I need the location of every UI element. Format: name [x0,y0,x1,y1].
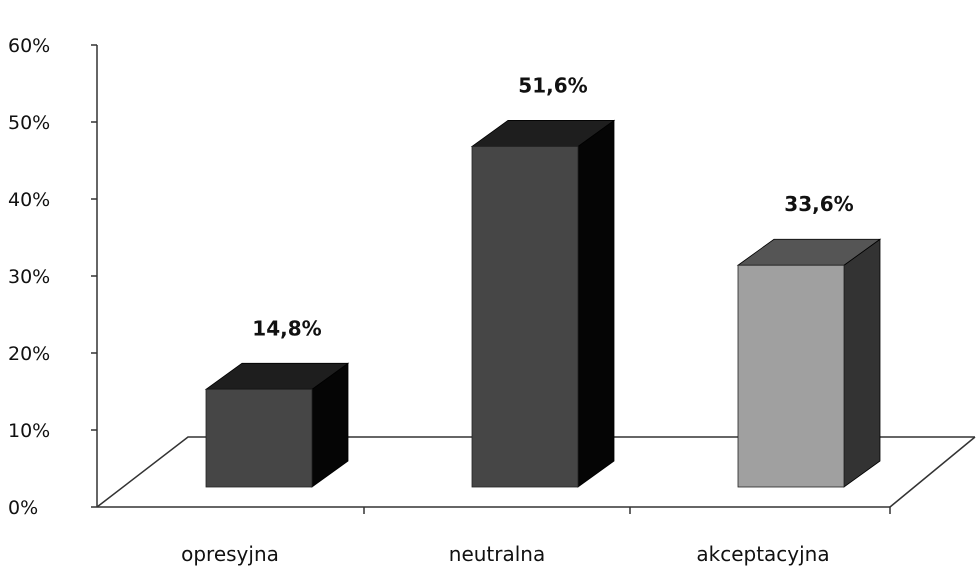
bars [204,119,882,488]
bar-opresyjna [204,362,350,488]
bar-side-face [843,238,881,488]
y-tick-label: 10% [8,420,50,442]
bar-front-face [737,264,845,488]
category-label: akceptacyjna [696,542,829,566]
y-tick-label: 60% [8,35,50,57]
y-tick-label: 0% [8,497,38,519]
data-label: 51,6% [518,73,587,97]
bar-front-face [205,388,313,488]
category-labels: opresyjna neutralna akceptacyjna [181,542,830,566]
floor-right-edge [889,436,976,508]
y-tick-label: 40% [8,189,50,211]
data-labels: 14,8% 51,6% 33,6% [252,73,853,340]
bar-neutralna [470,119,616,488]
data-label: 14,8% [252,316,321,340]
y-tick-label: 20% [8,343,50,365]
bar-side-face [577,119,615,488]
bar-front-face [471,146,579,488]
y-tick-label: 30% [8,266,50,288]
bar-akceptacyjna [736,238,882,488]
category-label: neutralna [449,542,545,566]
data-label: 33,6% [784,192,853,216]
y-tick-label: 50% [8,112,50,134]
x-axis-ticks [363,507,891,514]
floor-outline [96,436,975,508]
y-axis-ticks: 0% 10% 20% 30% 40% 50% 60% [8,35,97,519]
category-label: opresyjna [181,542,279,566]
